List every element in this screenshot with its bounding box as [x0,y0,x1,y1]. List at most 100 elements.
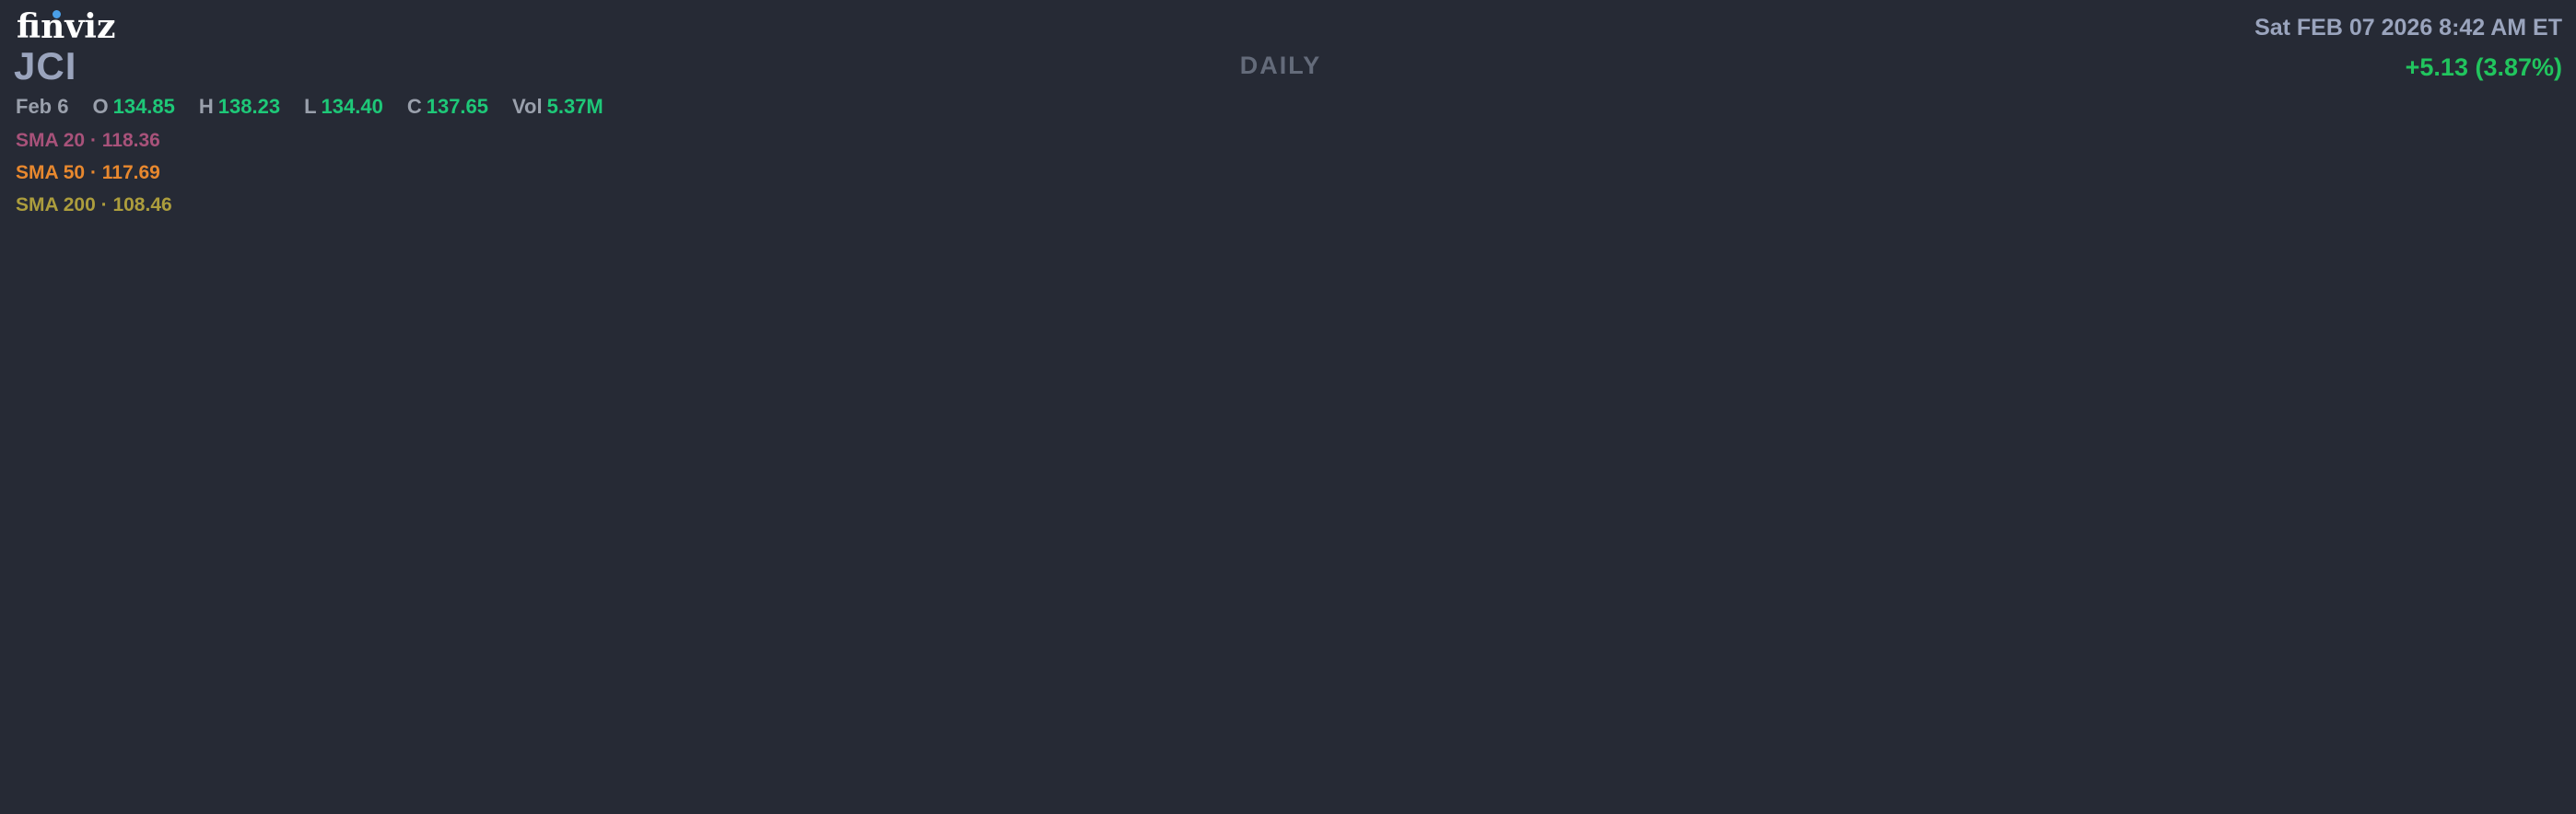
volume-bar [1095,739,1104,761]
trendlines [57,337,2484,408]
volume-bar [2300,731,2308,761]
volume-bar [2150,731,2159,761]
last-price-tag: 137.65 [2489,99,2570,130]
volume-bar [1894,733,1903,761]
volume-bar [712,733,720,761]
volume-bar [1053,741,1061,761]
event-badge-icon[interactable] [685,713,734,762]
sma50-legend: SMA 50 · 117.69 [16,162,160,184]
volume-bar [147,707,156,761]
volume-bar [2076,734,2084,761]
volume-bar [563,733,571,761]
volume-bar [2256,738,2265,761]
volume-bar [1329,733,1338,761]
svg-text:80.00: 80.00 [2495,579,2548,603]
volume-bar [1202,742,1211,761]
volume-bar [2160,733,2169,761]
volume-bar [1948,743,1956,761]
volume-bar [2203,738,2211,761]
volume-bar [1990,736,1998,761]
svg-text:100.00: 100.00 [2495,414,2559,438]
volume-bar [1500,743,1508,761]
volume-bar [1469,735,1477,761]
svg-text:R: R [404,727,418,750]
open-value: 134.85 [112,95,175,118]
volume-bar [1191,736,1200,761]
volume-bar [392,726,401,761]
volume-bar [2310,733,2318,761]
volume-bar [339,737,347,761]
volume-bar [2193,734,2201,761]
volume-bar [264,733,273,761]
volume-bar [1735,735,1743,761]
volume-bar [222,737,230,761]
svg-text:E: E [2453,727,2467,750]
volume-bar [744,736,752,761]
volume-bar [1138,734,1146,761]
d-event-badge-icon[interactable]: D [1399,715,1444,760]
volume-bar [403,724,411,761]
e-event-badge-icon[interactable]: E [979,713,1024,758]
volume-bar [626,734,635,761]
volume-bar [2438,721,2446,761]
volume-bar [1852,732,1860,761]
e-event-badge-icon[interactable]: E [2438,713,2482,758]
e-event-badge-icon[interactable]: E [360,713,404,758]
volume-bar [797,740,805,761]
ticker-symbol: JCI [14,44,77,87]
volume-bar [318,736,326,761]
volume-bar [243,736,252,761]
high-label: H [198,95,214,118]
r-event-badge-icon[interactable]: R [944,713,994,762]
volume-bar [1766,710,1774,761]
d-event-badge-icon[interactable]: D [701,715,745,760]
axis-labels: 140.00 130.00 120.00 110.00 100.00 90.00 80.00… [19,83,2559,795]
volume-bar [904,740,912,761]
volume-bar [914,737,922,761]
volume-bar [1362,738,1370,761]
volume-bar [1532,738,1540,761]
volume-bar [840,734,849,761]
d-event-badge-icon[interactable]: D [2110,715,2154,760]
svg-text:Dec: Dec [1963,771,2002,795]
svg-text:120.00: 120.00 [2495,249,2559,273]
volume-bar [360,738,369,761]
volume-bar [1681,738,1690,761]
sma200-legend: SMA 200 · 108.46 [16,194,172,216]
volume-bar [105,739,113,761]
volume-bar [2352,738,2360,761]
volume-bar [2321,738,2329,761]
volume-bar [925,735,933,761]
volume-bar [1447,731,1456,761]
volume-bar [2139,735,2148,761]
volume-bar [1383,738,1391,761]
volume-bar [1490,736,1498,761]
finviz-logo[interactable]: finviz [17,7,115,46]
volume-bar [701,731,709,761]
volume-bar [73,738,81,761]
svg-text:130.00: 130.00 [2495,166,2559,190]
low-label: L [304,95,317,118]
volume-bar [946,739,954,761]
volume-bar [521,725,529,761]
volume-bar [893,736,901,761]
volume-bar [1425,740,1434,761]
volume-bar [766,737,774,761]
volume-bar [1798,743,1807,761]
sma50-label: SMA 50 [16,162,86,183]
r-event-badge-icon[interactable]: R [2220,713,2270,762]
volume-bar [115,739,123,761]
volume-bar [531,739,539,761]
volume-bar [190,731,198,761]
r-event-badge-icon[interactable]: R [386,713,436,762]
volume-bar [371,737,380,761]
volume-bar [1224,737,1232,761]
volume-bar [2097,743,2105,761]
e-event-badge-icon[interactable]: E [1752,713,1797,758]
volume-bar [552,731,560,761]
volume-bar [1820,737,1828,761]
volume-bar [1862,734,1870,761]
volume-bar [1639,736,1647,761]
volume-bar [1436,734,1445,761]
